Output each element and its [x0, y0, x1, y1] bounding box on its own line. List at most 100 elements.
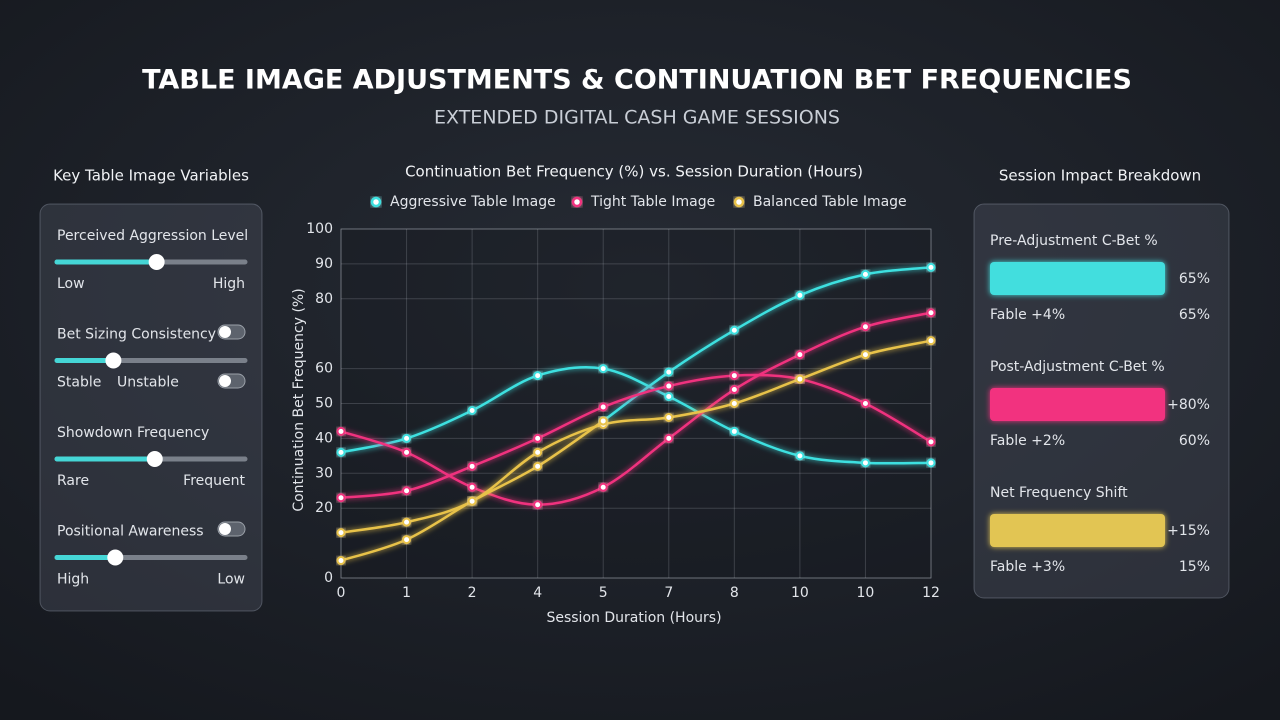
data-point [533, 447, 543, 457]
item-sub-label: Fable +4% [990, 307, 1065, 323]
data-point [860, 458, 870, 468]
slider-knob [148, 254, 165, 270]
slider-knob [107, 549, 124, 566]
data-point [926, 437, 936, 447]
data-point [729, 426, 739, 436]
slider-max-label: Frequent [183, 473, 245, 489]
series-line [340, 339, 932, 534]
legend-marker [370, 196, 382, 208]
data-point [664, 367, 674, 377]
data-point [336, 447, 346, 457]
x-tick-label: 0 [337, 585, 346, 601]
series-line [602, 266, 932, 422]
panel-title: Key Table Image Variables [53, 167, 249, 185]
y-tick-label: 20 [315, 500, 333, 516]
toggle-knob [219, 326, 231, 338]
data-point [402, 447, 412, 457]
slider-knob [146, 451, 163, 467]
data-point [860, 399, 870, 408]
data-point [664, 433, 674, 443]
item-value: +15% [1167, 523, 1210, 539]
item-sub-value: 65% [1179, 307, 1210, 323]
data-point [336, 528, 346, 538]
data-point [598, 416, 608, 426]
y-tick-label: 40 [315, 430, 333, 446]
slider-max-label: Low [217, 572, 245, 588]
series-line [340, 311, 932, 506]
data-point [467, 482, 477, 492]
data-point [795, 290, 805, 300]
panel-title: Session Impact Breakdown [999, 167, 1201, 185]
data-point [336, 426, 346, 436]
x-tick-label: 4 [533, 585, 542, 601]
data-point [860, 269, 870, 279]
x-tick-label: 10 [857, 585, 875, 601]
data-point [598, 402, 608, 412]
data-point [598, 482, 608, 492]
item-label: Post-Adjustment C-Bet % [990, 359, 1165, 375]
toggle-knob [219, 375, 231, 387]
y-axis-label: Continuation Bet Frequency (%) [291, 288, 307, 511]
legend-label: Balanced Table Image [753, 194, 907, 210]
item-value: +80% [1167, 397, 1210, 413]
x-tick-label: 5 [599, 585, 608, 601]
breakdown: Pre-Adjustment C-Bet % 65% Fable +4% 65% Pos… [990, 233, 1210, 575]
data-point [664, 392, 674, 402]
item-bar [990, 514, 1165, 547]
slider-min-label: Rare [57, 473, 89, 489]
data-point [533, 500, 543, 510]
data-point [860, 322, 870, 332]
data-point [467, 496, 477, 506]
x-tick-label: 8 [730, 585, 739, 601]
y-tick-label: 80 [315, 291, 333, 307]
data-point [402, 517, 412, 527]
item-sub-label: Fable +2% [990, 433, 1065, 449]
data-point [533, 461, 543, 471]
control-label: Bet Sizing Consistency [57, 327, 216, 343]
item-sub-label: Fable +3% [990, 559, 1065, 575]
page-title: TABLE IMAGE ADJUSTMENTS & CONTINUATION B… [142, 65, 1132, 96]
data-point [729, 385, 739, 395]
legend-marker [733, 196, 745, 208]
legend-marker [571, 196, 583, 208]
data-point [795, 374, 805, 384]
data-point [926, 458, 936, 468]
data-point [729, 325, 739, 335]
y-tick-label: 50 [315, 396, 333, 412]
page-subtitle: EXTENDED DIGITAL CASH GAME SESSIONS [434, 107, 840, 129]
data-point [729, 371, 739, 381]
controls: Perceived Aggression Level Low High Bet Siz… [54, 228, 248, 588]
left-panel [39, 203, 263, 612]
data-point [467, 461, 477, 471]
data-point [598, 364, 608, 374]
slider-knob [105, 352, 122, 369]
data-point [467, 405, 477, 415]
chart-title: Continuation Bet Frequency (%) vs. Sessi… [405, 163, 863, 181]
data-point [402, 486, 412, 496]
series-line [340, 373, 932, 499]
slider-max-label: Unstable [117, 375, 179, 391]
x-tick-label: 10 [791, 585, 809, 601]
data-point [795, 350, 805, 360]
slider-min-label: Stable [57, 375, 101, 391]
item-bar [990, 388, 1165, 421]
data-point [402, 535, 412, 545]
y-tick-label: 100 [306, 221, 333, 237]
item-value: 65% [1179, 271, 1210, 287]
slider-min-label: High [57, 572, 89, 588]
x-axis-label: Session Duration (Hours) [546, 610, 721, 626]
x-tick-label: 12 [922, 585, 940, 601]
data-point [533, 371, 543, 381]
y-tick-label: 90 [315, 256, 333, 272]
control-label: Showdown Frequency [57, 425, 209, 441]
series-line [340, 366, 932, 465]
item-sub-value: 15% [1179, 559, 1210, 575]
control-label: Positional Awareness [57, 524, 204, 540]
y-tick-label: 0 [324, 570, 333, 586]
item-bar [990, 262, 1165, 295]
control-label: Perceived Aggression Level [57, 228, 248, 244]
y-tick-label: 60 [315, 361, 333, 377]
data-point [533, 433, 543, 443]
